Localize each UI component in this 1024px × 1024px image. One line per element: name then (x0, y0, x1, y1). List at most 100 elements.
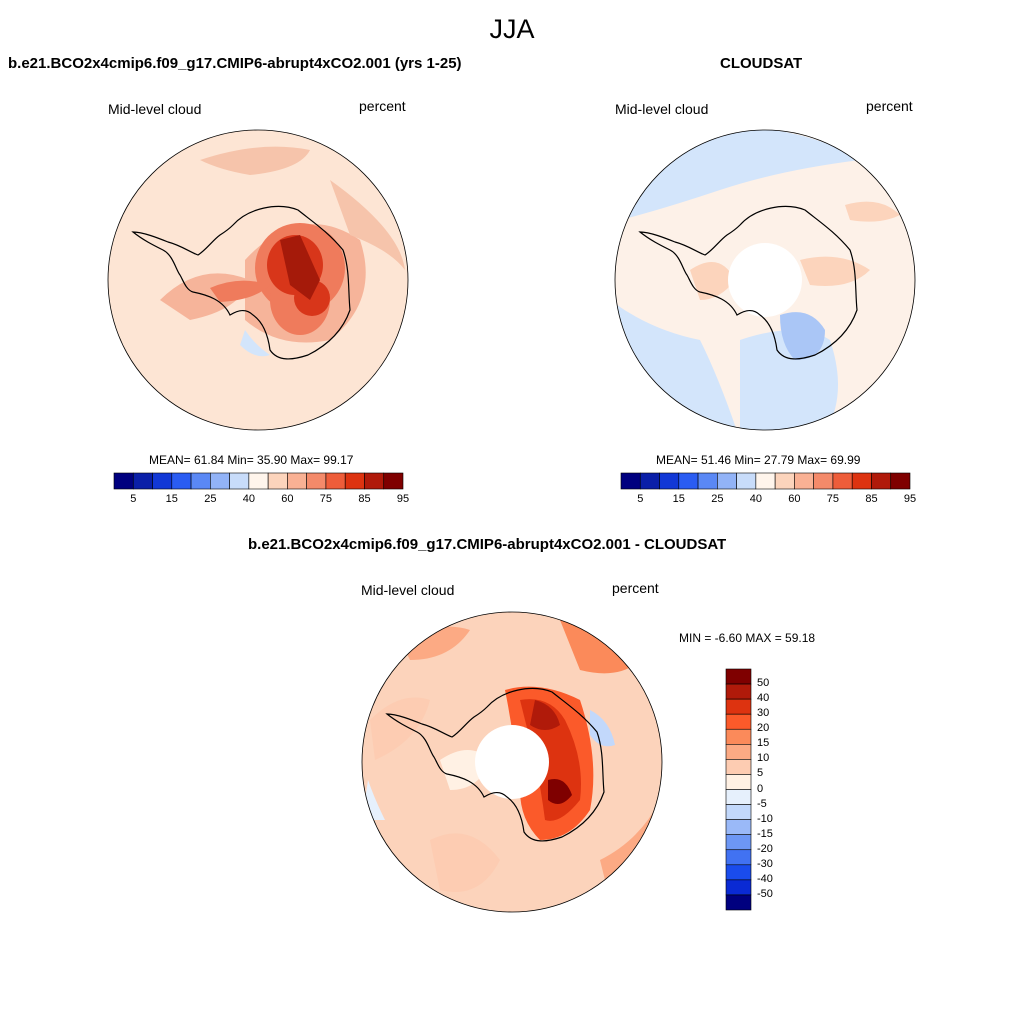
diff-colorbar-tick-label: -20 (757, 842, 773, 855)
model-colorbar-tick-label: 75 (319, 493, 333, 505)
obs-colorbar-tick-label: 15 (672, 493, 685, 505)
diff-colorbar-box (725, 879, 752, 896)
diff-colorbar-tick-label: 5 (757, 767, 764, 780)
diff-colorbar-box (725, 759, 752, 775)
obs-colorbar-box (639, 472, 660, 490)
model-colorbar-tick-label: 60 (281, 493, 294, 505)
obs-units-label: percent (866, 98, 913, 114)
model-colorbar-tick-label: 40 (242, 493, 255, 505)
model-colorbar-box (364, 472, 385, 490)
obs-colorbar-box (697, 472, 718, 490)
diff-colorbar-tick-label: -30 (757, 857, 773, 870)
diff-colorbar-tick-label: -40 (757, 872, 773, 885)
obs-map-border (614, 129, 916, 431)
diff-colorbar-box (725, 698, 752, 715)
diff-colorbar-box (725, 774, 752, 790)
obs-colorbar-box (832, 472, 853, 490)
obs-variable-label: Mid-level cloud (615, 101, 709, 117)
diff-map (362, 612, 662, 912)
model-contour-max (280, 235, 320, 300)
diff-colorbar-tick-label: -10 (757, 812, 773, 825)
diff-contour-band-north (560, 620, 640, 674)
obs-contour-low-northeast (845, 201, 900, 222)
diff-colorbar-box (725, 789, 752, 805)
model-colorbar-box (325, 472, 346, 490)
model-map (108, 130, 408, 430)
diff-panel-title: b.e21.BCO2x4cmip6.f09_g17.CMIP6-abrupt4x… (248, 536, 727, 553)
obs-colorbar-tick-label: 40 (749, 493, 762, 505)
model-contour-mid-west (210, 280, 270, 302)
model-stats: MEAN= 61.84 Min= 35.90 Max= 99.17 (149, 453, 354, 467)
obs-colorbar-box (851, 472, 872, 490)
model-colorbar-box (248, 472, 269, 490)
diff-colorbar-box (725, 864, 752, 881)
obs-colorbar-box (678, 472, 699, 490)
obs-colorbar-box (736, 472, 757, 490)
diff-colorbar (725, 668, 752, 911)
diff-colorbar-tick-label: -50 (757, 887, 773, 900)
diff-colorbar-tick-label: -15 (757, 827, 773, 840)
model-contour-band-east (330, 180, 405, 270)
obs-colorbar (620, 472, 911, 490)
diff-contour-max (548, 779, 572, 804)
obs-colorbar-box (794, 472, 814, 490)
diff-colorbar-tick-label: 30 (757, 707, 770, 720)
model-contour-band-north (200, 146, 310, 175)
model-colorbar-tick-label: 15 (165, 493, 178, 505)
obs-colorbar-tick-label: 60 (788, 493, 801, 505)
model-colorbar-box (229, 472, 250, 490)
model-panel-title: b.e21.BCO2x4cmip6.f09_g17.CMIP6-abrupt4x… (8, 55, 462, 72)
diff-colorbar-tick-label: -5 (757, 797, 767, 810)
model-colorbar-tick-label: 25 (204, 493, 217, 505)
diff-colorbar-tick-label: 10 (757, 752, 770, 765)
diff-colorbar-tick-label: 40 (757, 692, 770, 705)
model-colorbar-tick-label: 95 (396, 493, 410, 505)
diff-colorbar-box (725, 668, 752, 685)
diff-colorbar-box (725, 849, 752, 866)
model-colorbar-box (171, 472, 192, 490)
diff-colorbar-box (725, 728, 752, 745)
obs-map (615, 130, 915, 430)
diff-colorbar-box (725, 819, 752, 835)
model-contour-blue (240, 330, 270, 357)
obs-contour-low-east (800, 256, 870, 286)
diff-units-label: percent (612, 580, 659, 596)
model-colorbar-box (383, 472, 404, 490)
diff-missing-data-hole (475, 725, 549, 799)
obs-panel-title: CLOUDSAT (720, 55, 803, 72)
diff-colorbar-box (725, 894, 752, 911)
obs-colorbar-box (755, 472, 776, 490)
model-colorbar-box (287, 472, 307, 490)
diff-contour-very-high (530, 700, 560, 730)
model-colorbar-box (132, 472, 153, 490)
diff-colorbar-tick-label: 15 (757, 737, 770, 750)
diff-contour-blue (590, 710, 615, 747)
model-colorbar-box (113, 472, 134, 490)
diff-map-border (361, 611, 663, 913)
obs-stats: MEAN= 51.46 Min= 27.79 Max= 69.99 (656, 453, 861, 467)
model-colorbar-tick-label: 85 (358, 493, 371, 505)
diff-contour-band-southwest (430, 833, 500, 892)
diff-colorbar-box (725, 834, 752, 851)
obs-colorbar-tick-label: 5 (637, 493, 644, 505)
diff-colorbar-box (725, 683, 752, 700)
obs-colorbar-box (890, 472, 911, 490)
model-colorbar-box (152, 472, 173, 490)
obs-contour-low (690, 262, 735, 300)
model-colorbar-box (306, 472, 327, 490)
obs-missing-data-hole (728, 243, 802, 317)
obs-colorbar-tick-label: 25 (711, 493, 724, 505)
obs-colorbar-tick-label: 85 (865, 493, 878, 505)
diff-colorbar-box (725, 804, 752, 820)
diff-variable-label: Mid-level cloud (361, 582, 455, 598)
diff-colorbar-tick-label: 0 (757, 782, 764, 795)
model-units-label: percent (359, 98, 406, 114)
obs-colorbar-box (659, 472, 680, 490)
obs-colorbar-box (717, 472, 737, 490)
diff-colorbar-tick-label: 50 (757, 677, 770, 690)
obs-colorbar-box (813, 472, 834, 490)
page-title: JJA (489, 14, 535, 44)
diff-contour-band-west (370, 697, 430, 760)
obs-colorbar-box (774, 472, 795, 490)
diff-colorbar-box (725, 713, 752, 730)
